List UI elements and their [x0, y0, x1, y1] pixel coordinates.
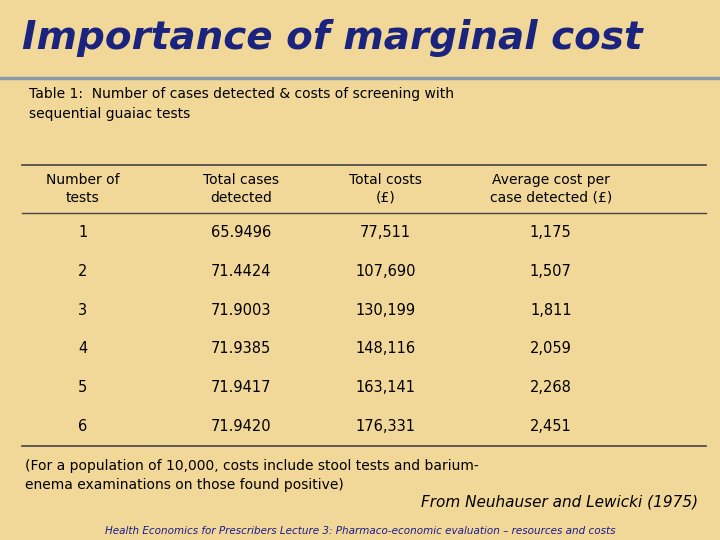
Text: Number of
tests: Number of tests: [46, 173, 120, 205]
Text: 2,268: 2,268: [530, 380, 572, 395]
Text: 1,507: 1,507: [530, 264, 572, 279]
Text: 71.9385: 71.9385: [211, 341, 271, 356]
Text: 71.9420: 71.9420: [211, 418, 271, 434]
Text: Health Economics for Prescribers Lecture 3: Pharmaco-economic evaluation – resou: Health Economics for Prescribers Lecture…: [104, 525, 616, 536]
Text: 2,451: 2,451: [530, 418, 572, 434]
Text: 163,141: 163,141: [355, 380, 415, 395]
Text: 77,511: 77,511: [359, 225, 411, 240]
Text: 1,811: 1,811: [530, 302, 572, 318]
Text: 2: 2: [78, 264, 88, 279]
Text: 71.9003: 71.9003: [211, 302, 271, 318]
Text: 5: 5: [78, 380, 87, 395]
Text: 3: 3: [78, 302, 87, 318]
Text: 130,199: 130,199: [355, 302, 415, 318]
Text: Importance of marginal cost: Importance of marginal cost: [22, 19, 642, 57]
Text: Total costs
(£): Total costs (£): [348, 173, 422, 205]
Text: 107,690: 107,690: [355, 264, 415, 279]
Text: 71.4424: 71.4424: [211, 264, 271, 279]
Text: Total cases
detected: Total cases detected: [203, 173, 279, 205]
Text: 148,116: 148,116: [355, 341, 415, 356]
Text: 71.9417: 71.9417: [211, 380, 271, 395]
Text: 1: 1: [78, 225, 87, 240]
Text: (For a population of 10,000, costs include stool tests and barium-
enema examina: (For a population of 10,000, costs inclu…: [25, 459, 479, 492]
Text: 6: 6: [78, 418, 87, 434]
Text: 4: 4: [78, 341, 87, 356]
Text: Average cost per
case detected (£): Average cost per case detected (£): [490, 173, 612, 205]
Text: From Neuhauser and Lewicki (1975): From Neuhauser and Lewicki (1975): [421, 494, 698, 509]
Text: 2,059: 2,059: [530, 341, 572, 356]
Text: 176,331: 176,331: [355, 418, 415, 434]
Text: 65.9496: 65.9496: [211, 225, 271, 240]
Text: Table 1:  Number of cases detected & costs of screening with
sequential guaiac t: Table 1: Number of cases detected & cost…: [29, 87, 454, 121]
Text: 1,175: 1,175: [530, 225, 572, 240]
